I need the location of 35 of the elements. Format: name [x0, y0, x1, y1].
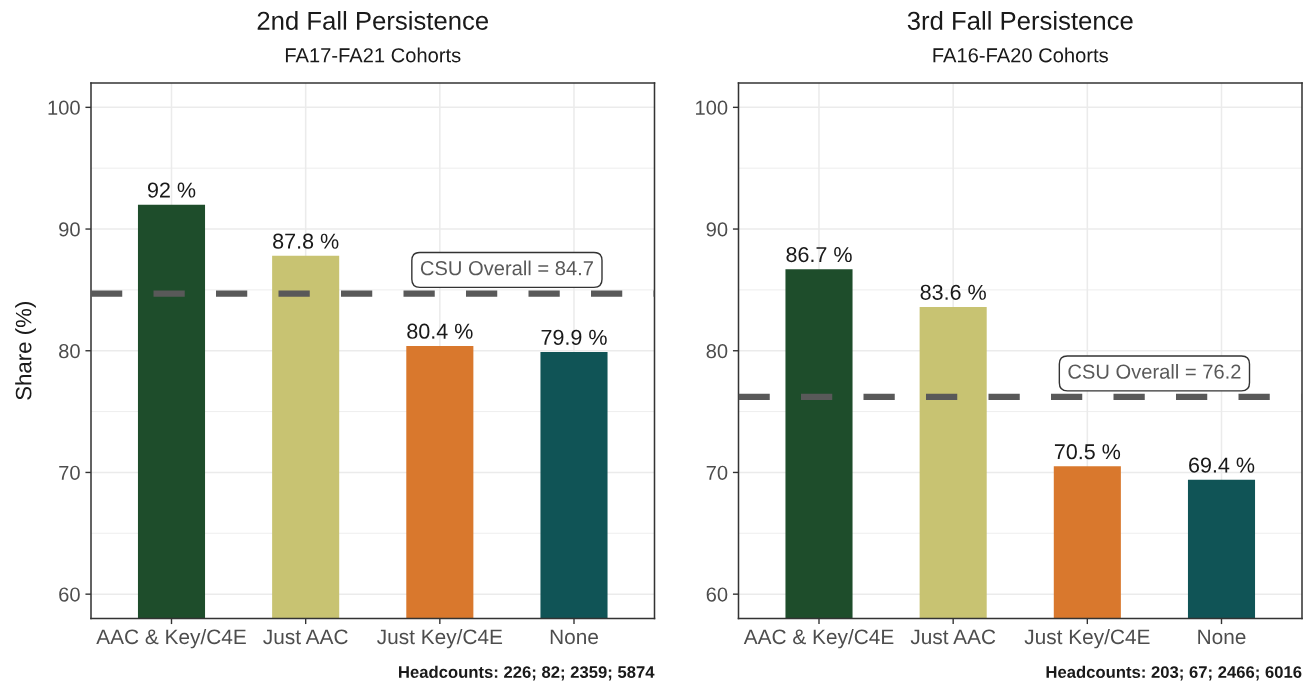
y-tick-label: 80 [59, 343, 80, 359]
chart-subtitle: FA16-FA20 Cohorts [933, 47, 1108, 63]
ref-line-label: CSU Overall = 76.2 [1068, 364, 1241, 379]
data-label: 79.9 % [541, 329, 607, 345]
y-tick-label: 70 [59, 465, 80, 480]
chart-title: 2nd Fall Persistence [257, 11, 489, 30]
x-tick-label: Just AAC [910, 629, 996, 645]
data-label: 69.4 % [1189, 457, 1255, 473]
y-tick-label: 80 [706, 343, 728, 359]
ref-line-label: CSU Overall = 84.7 [420, 260, 593, 276]
y-tick-label: 70 [706, 465, 728, 480]
x-tick-label: None [550, 629, 598, 645]
data-label: 87.8 % [273, 233, 339, 249]
data-label: 70.5 % [1054, 444, 1121, 460]
chart-subtitle: FA17-FA21 Cohorts [285, 47, 461, 63]
text: Headcounts: 203; 67; 2466; 6016 [1046, 665, 1302, 681]
y-tick-label: 90 [59, 222, 80, 237]
data-label: 92 % [147, 182, 196, 198]
y-tick-label: 90 [706, 222, 728, 237]
x-tick-label: Just Key/C4E [377, 628, 503, 649]
x-tick-label: AAC & Key/C4E [96, 628, 246, 649]
x-tick-label: Just Key/C4E [1024, 628, 1150, 649]
text: Headcounts: 226; 82; 2359; 5874 [399, 665, 655, 681]
y-tick-label: 60 [706, 587, 728, 602]
y-tick-label: 100 [696, 100, 728, 115]
x-tick-label: AAC & Key/C4E [743, 628, 894, 649]
x-tick-label: None [1198, 629, 1246, 645]
y-tick-label: 60 [59, 587, 80, 602]
chart-title: 3rd Fall Persistence [907, 11, 1133, 30]
y-tick-label: 100 [48, 100, 80, 115]
y-axis-title: Share (%) [15, 302, 36, 400]
data-label: 83.6 % [920, 284, 986, 300]
x-tick-label: Just AAC [263, 629, 348, 645]
data-label: 86.7 % [786, 246, 852, 263]
data-label: 80.4 % [407, 323, 473, 339]
